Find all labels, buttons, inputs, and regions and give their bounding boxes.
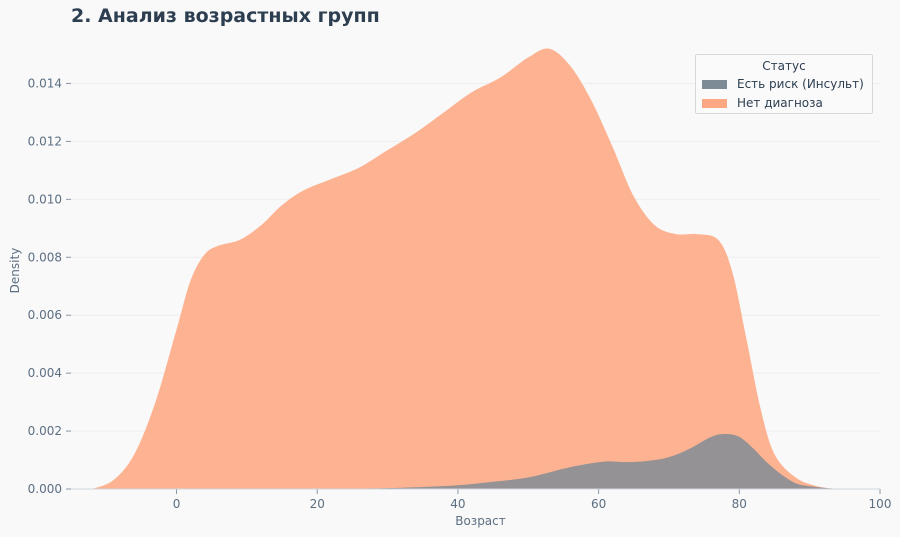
chart-title: 2. Анализ возрастных групп bbox=[71, 5, 380, 27]
y-tick-label-1: 0.002 bbox=[28, 424, 62, 438]
legend-swatch-risk bbox=[702, 80, 727, 89]
density-area-risk bbox=[317, 433, 852, 489]
y-tick-label-0: 0.000 bbox=[28, 482, 62, 496]
legend-swatch-no-diagnosis bbox=[702, 99, 727, 108]
legend-label-risk: Есть риск (Инсульт) bbox=[737, 77, 864, 91]
y-tick-label-3: 0.006 bbox=[28, 308, 62, 322]
y-tick-label-6: 0.012 bbox=[28, 134, 62, 148]
x-tick-label-0: 0 bbox=[173, 497, 181, 511]
y-tick-label-4: 0.008 bbox=[28, 250, 62, 264]
y-tick-label-7: 0.014 bbox=[28, 76, 62, 90]
density-area-no-diagnosis bbox=[92, 48, 838, 490]
y-axis-label: Density bbox=[8, 248, 22, 294]
legend-label-no-diagnosis: Нет диагноза bbox=[737, 96, 823, 110]
x-tick-label-2: 40 bbox=[450, 497, 465, 511]
legend-title: Статус bbox=[762, 59, 806, 73]
x-tick-label-3: 60 bbox=[591, 497, 606, 511]
x-axis-label: Возраст bbox=[455, 514, 506, 528]
y-tick-label-5: 0.010 bbox=[28, 192, 62, 206]
x-tick-label-5: 100 bbox=[869, 497, 892, 511]
x-tick-label-4: 80 bbox=[732, 497, 747, 511]
y-tick-label-2: 0.004 bbox=[28, 366, 62, 380]
legend: Статус Есть риск (Инсульт) Нет диагноза bbox=[695, 54, 873, 114]
x-tick-label-1: 20 bbox=[310, 497, 325, 511]
